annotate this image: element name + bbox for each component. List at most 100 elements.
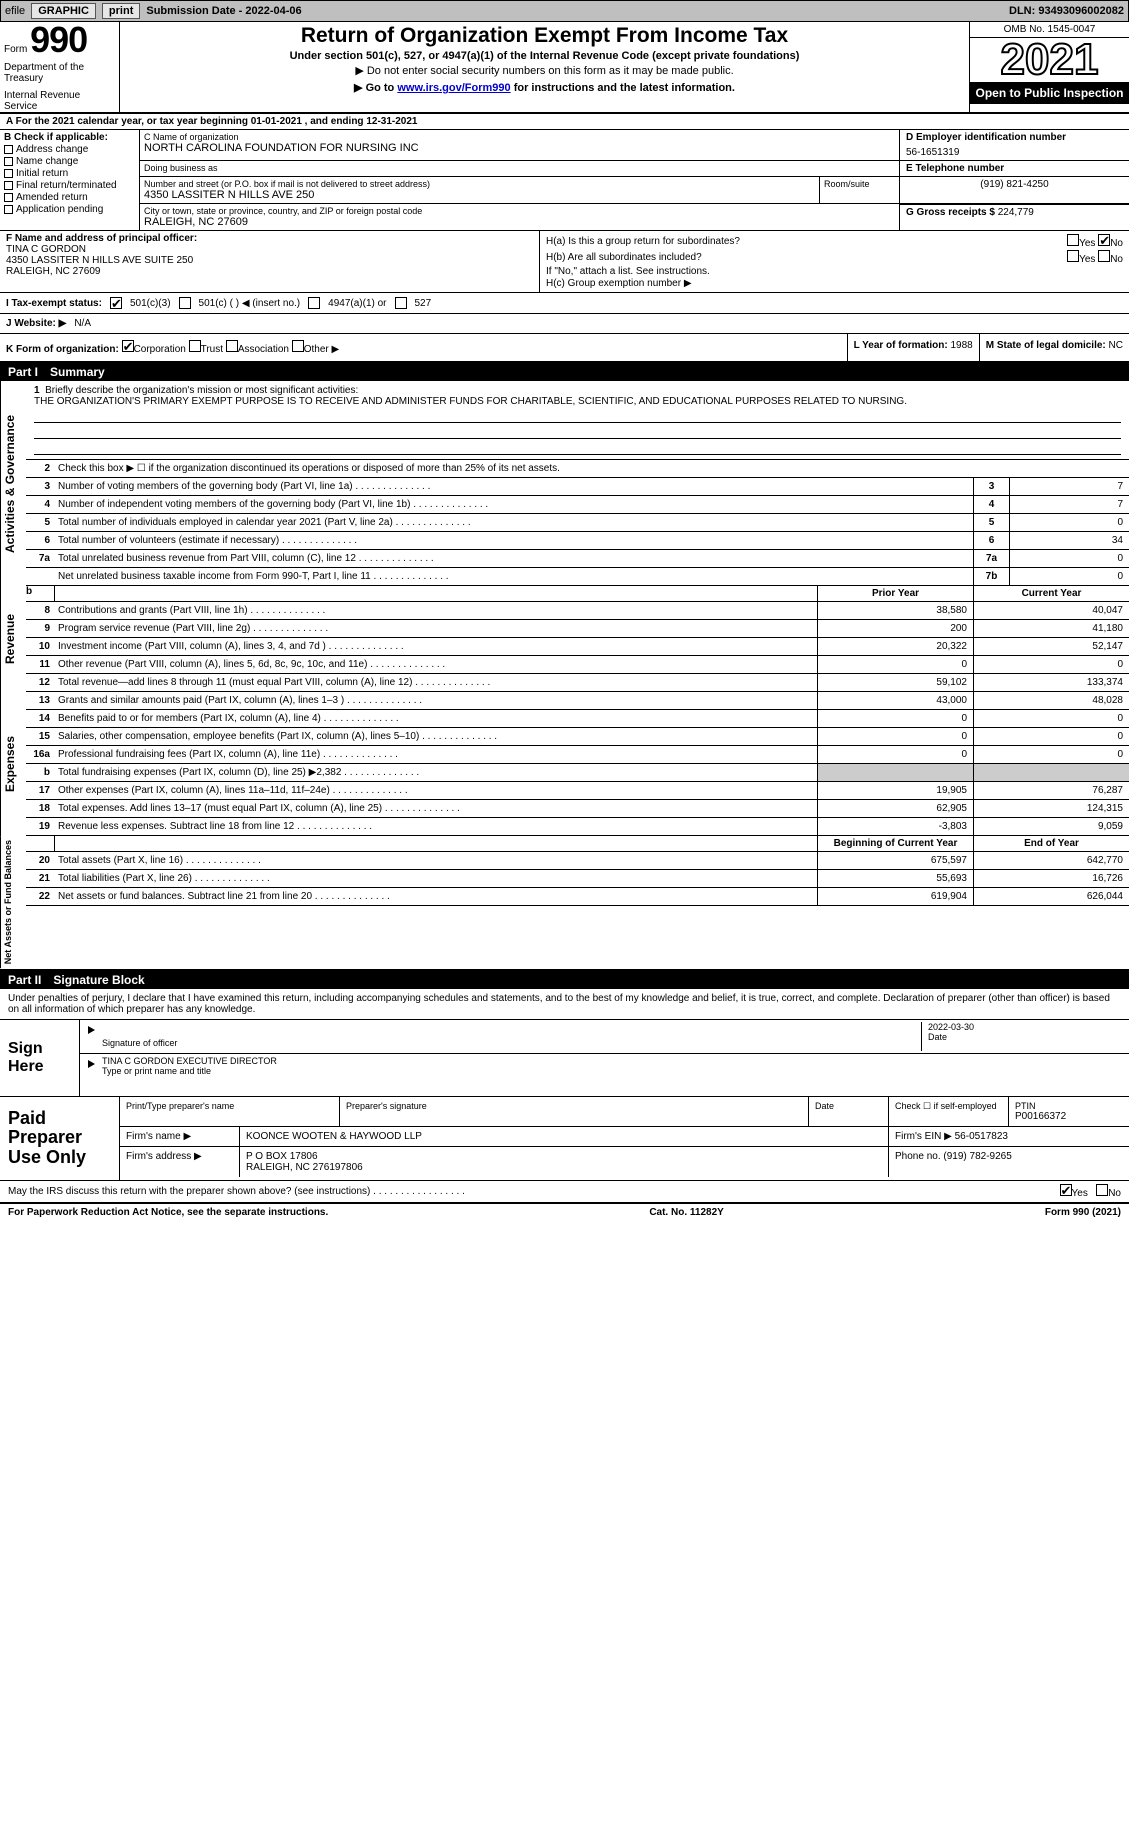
cb-527[interactable] — [395, 297, 407, 309]
summary-line-3: 3Number of voting members of the governi… — [26, 478, 1129, 496]
current-year-value: 124,315 — [973, 800, 1129, 817]
prior-year-value: -3,803 — [817, 818, 973, 835]
ein-value: 56-1651319 — [906, 147, 1123, 158]
cb-hb-yes[interactable] — [1067, 250, 1079, 262]
cb-hb-no[interactable] — [1098, 250, 1110, 262]
firm-name-value: KOONCE WOOTEN & HAYWOOD LLP — [240, 1127, 889, 1146]
section-k-label: K Form of organization: — [6, 344, 119, 355]
section-kl: K Form of organization: Corporation Trus… — [0, 334, 1129, 363]
print-button[interactable]: print — [102, 3, 140, 19]
line-box: 5 — [973, 514, 1009, 531]
officer-signature-line — [102, 1022, 921, 1038]
form-header: Form 990 Department of the Treasury Inte… — [0, 22, 1129, 114]
cb-discuss-yes[interactable] — [1060, 1184, 1072, 1196]
goto-link[interactable]: www.irs.gov/Form990 — [397, 82, 510, 94]
gross-value: 224,779 — [998, 207, 1034, 218]
fin-line-18: 18Total expenses. Add lines 13–17 (must … — [26, 800, 1129, 818]
hb-no-label: No — [1110, 254, 1123, 265]
line-num: 8 — [26, 602, 54, 619]
form-subtitle: Under section 501(c), 527, or 4947(a)(1)… — [126, 50, 963, 62]
cb-app-pending[interactable] — [4, 205, 13, 214]
ha-label: H(a) Is this a group return for subordin… — [546, 236, 740, 247]
rev-hdr-text-spacer — [54, 586, 817, 601]
mission-blank-line-3 — [34, 441, 1121, 455]
cb-other[interactable] — [292, 340, 304, 352]
current-year-value: 76,287 — [973, 782, 1129, 799]
cb-initial-return[interactable] — [4, 169, 13, 178]
cb-assoc[interactable] — [226, 340, 238, 352]
line-num: 17 — [26, 782, 54, 799]
preparer-date-label: Date — [815, 1101, 882, 1111]
header-center: Return of Organization Exempt From Incom… — [120, 22, 969, 112]
line-num: 20 — [26, 852, 54, 869]
sig-date-value: 2022-03-30 — [928, 1022, 1121, 1032]
cb-name-change[interactable] — [4, 157, 13, 166]
prior-year-value: 619,904 — [817, 888, 973, 905]
part1-title: Summary — [50, 365, 105, 379]
summary-line-4: 4Number of independent voting members of… — [26, 496, 1129, 514]
fin-line-17: 17Other expenses (Part IX, column (A), l… — [26, 782, 1129, 800]
line-num: 3 — [26, 478, 54, 495]
cb-501c[interactable] — [179, 297, 191, 309]
current-year-value — [973, 764, 1129, 781]
org-name-label: C Name of organization — [144, 132, 895, 142]
current-year-header: Current Year — [973, 586, 1129, 601]
line-num: 15 — [26, 728, 54, 745]
line-value: 0 — [1009, 550, 1129, 567]
cb-ha-yes[interactable] — [1067, 234, 1079, 246]
revenue-col-header: b Prior Year Current Year — [26, 586, 1129, 602]
line-num: 19 — [26, 818, 54, 835]
fin-line-12: 12Total revenue—add lines 8 through 11 (… — [26, 674, 1129, 692]
prior-year-header: Prior Year — [817, 586, 973, 601]
cb-4947[interactable] — [308, 297, 320, 309]
form-prefix: Form — [4, 44, 27, 55]
graphic-button[interactable]: GRAPHIC — [31, 3, 96, 19]
goto-suffix: for instructions and the latest informat… — [511, 82, 735, 94]
current-year-value: 0 — [973, 746, 1129, 763]
q2-text: Check this box ▶ ☐ if the organization d… — [54, 460, 1129, 477]
firm-addr-2: RALEIGH, NC 276197806 — [246, 1162, 882, 1173]
cb-ha-no[interactable] — [1098, 234, 1110, 246]
line-text: Total unrelated business revenue from Pa… — [54, 550, 973, 567]
cb-trust[interactable] — [189, 340, 201, 352]
ein-label: D Employer identification number — [906, 132, 1123, 143]
cb-final-return[interactable] — [4, 181, 13, 190]
summary-line-7b: Net unrelated business taxable income fr… — [26, 568, 1129, 586]
goto-prefix: ▶ Go to — [354, 82, 397, 94]
line-text: Net unrelated business taxable income fr… — [54, 568, 973, 585]
year-formation-label: L Year of formation: — [854, 340, 948, 351]
fin-line-15: 15Salaries, other compensation, employee… — [26, 728, 1129, 746]
section-h: H(a) Is this a group return for subordin… — [540, 231, 1129, 292]
cb-address-change[interactable] — [4, 145, 13, 154]
line-text: Total revenue—add lines 8 through 11 (mu… — [54, 674, 817, 691]
cb-corp[interactable] — [122, 340, 134, 352]
line-text: Benefits paid to or for members (Part IX… — [54, 710, 817, 727]
discuss-row: May the IRS discuss this return with the… — [0, 1181, 1129, 1204]
line-text: Total number of volunteers (estimate if … — [54, 532, 973, 549]
section-c: C Name of organization NORTH CAROLINA FO… — [140, 130, 1129, 230]
summary-line-5: 5Total number of individuals employed in… — [26, 514, 1129, 532]
prior-year-value: 55,693 — [817, 870, 973, 887]
ptin-value: P00166372 — [1015, 1111, 1123, 1122]
sign-here-block: Sign Here Signature of officer 2022-03-3… — [0, 1020, 1129, 1097]
officer-addr1: 4350 LASSITER N HILLS AVE SUITE 250 — [6, 255, 533, 266]
line-num: 10 — [26, 638, 54, 655]
fin-line-14: 14Benefits paid to or for members (Part … — [26, 710, 1129, 728]
line-num — [26, 568, 54, 585]
part1-num: Part I — [8, 365, 38, 379]
ha-yes-label: Yes — [1079, 238, 1095, 249]
line-box: 6 — [973, 532, 1009, 549]
line-num: b — [26, 764, 54, 781]
prior-year-value — [817, 764, 973, 781]
label-address-change: Address change — [16, 144, 88, 155]
current-year-value: 0 — [973, 728, 1129, 745]
cb-501c3[interactable] — [110, 297, 122, 309]
cb-discuss-no[interactable] — [1096, 1184, 1108, 1196]
sig-arrow-1-icon — [88, 1022, 102, 1051]
state-domicile-value: NC — [1109, 340, 1123, 351]
tel-value: (919) 821-4250 — [900, 177, 1129, 192]
officer-name: TINA C GORDON — [6, 244, 533, 255]
prior-year-value: 38,580 — [817, 602, 973, 619]
firm-addr-1: P O BOX 17806 — [246, 1151, 882, 1162]
cb-amended-return[interactable] — [4, 193, 13, 202]
